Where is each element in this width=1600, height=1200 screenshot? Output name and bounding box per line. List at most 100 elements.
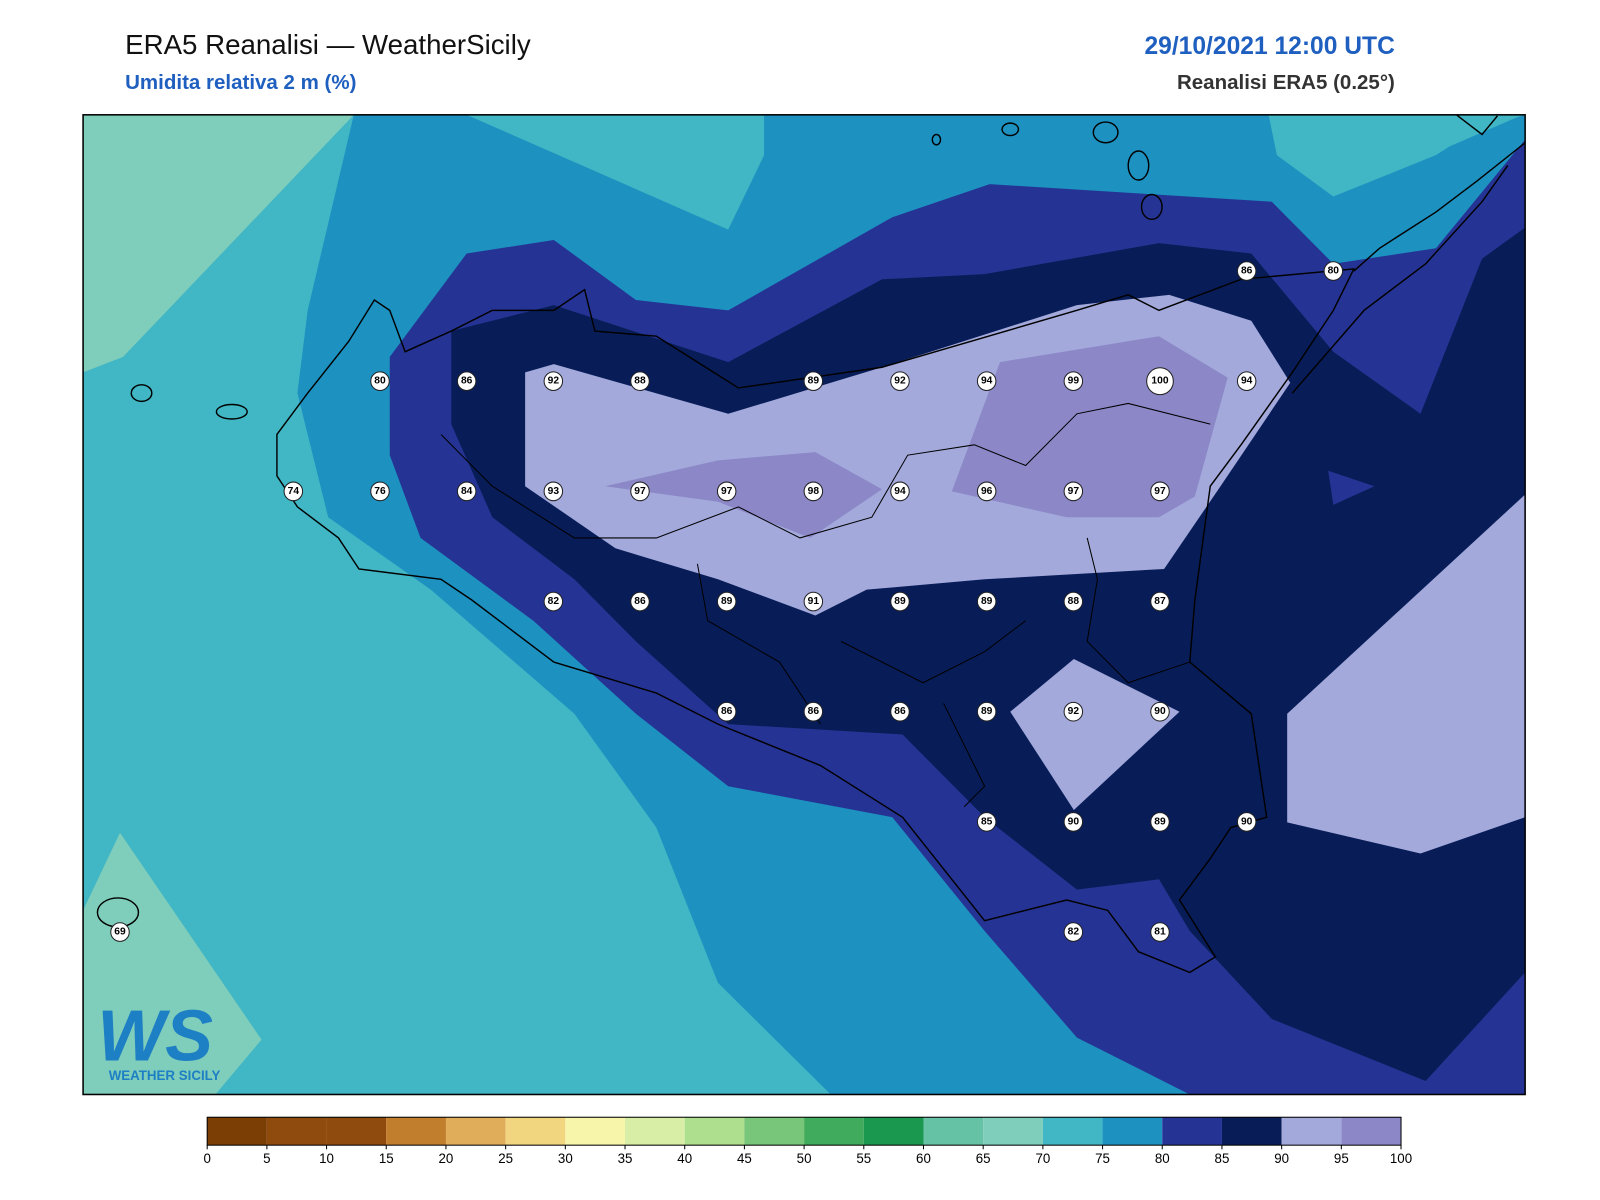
- contour-band: [466, 114, 765, 230]
- contour-band: [83, 114, 354, 373]
- station-value: 92: [1068, 706, 1080, 717]
- colorbar-tick-label: 90: [1274, 1151, 1289, 1166]
- station-value: 91: [808, 596, 820, 607]
- station-value: 94: [981, 376, 993, 387]
- station-marker: [1150, 701, 1170, 722]
- station-value: 92: [894, 376, 906, 387]
- logo-name: WEATHER SICILY: [109, 1068, 221, 1083]
- station-marker: [630, 371, 650, 392]
- colorbar-swatch: [983, 1117, 1043, 1146]
- map-frame: [82, 114, 1526, 1096]
- station-value: 89: [981, 596, 993, 607]
- island: [130, 384, 153, 403]
- colorbar-tick-label: 70: [1035, 1151, 1050, 1166]
- station-marker: [890, 591, 910, 612]
- subtitle: Umidita relativa 2 m (%): [125, 71, 356, 94]
- contour-band: [1328, 470, 1375, 505]
- colorbar-swatch: [266, 1117, 327, 1146]
- colorbar-tick-label: 35: [618, 1151, 633, 1166]
- contour-band: [83, 832, 262, 1095]
- title: ERA5 Reanalisi — WeatherSicily: [125, 29, 531, 60]
- colorbar-tick-label: 100: [1390, 1151, 1412, 1166]
- station-value: 88: [1068, 596, 1080, 607]
- station-marker: [630, 481, 650, 502]
- contour-band: [1268, 114, 1526, 197]
- station-value: 89: [981, 706, 993, 717]
- station-value: 86: [634, 596, 646, 607]
- colorbar-swatch: [326, 1117, 387, 1146]
- station-value: 90: [1068, 816, 1080, 827]
- colorbar-swatch: [1042, 1117, 1103, 1146]
- station-marker: [1146, 367, 1174, 396]
- colorbar-swatch: [1341, 1117, 1402, 1146]
- station-value: 69: [114, 927, 126, 938]
- station-value: 84: [461, 486, 473, 497]
- colorbar-swatch: [863, 1117, 924, 1146]
- station-value: 80: [1328, 266, 1340, 277]
- station-value: 100: [1151, 376, 1168, 387]
- colorbar-tick-label: 30: [558, 1151, 573, 1166]
- station-value: 85: [981, 816, 993, 827]
- station-marker: [630, 591, 650, 612]
- station-marker: [976, 701, 997, 722]
- colorbar-swatch: [386, 1117, 446, 1146]
- station-marker: [890, 371, 910, 392]
- station-marker: [976, 812, 997, 832]
- contour-fields: [83, 114, 1526, 1095]
- station-value: 82: [548, 596, 560, 607]
- station-marker: [456, 371, 477, 392]
- colorbar-tick-label: 65: [976, 1151, 991, 1166]
- colorbar-tick-label: 85: [1215, 1151, 1230, 1166]
- station-marker: [1236, 261, 1257, 281]
- colorbar-tick-label: 25: [498, 1151, 513, 1166]
- colorbar-swatch: [625, 1117, 685, 1146]
- island: [1140, 193, 1163, 221]
- colorbar-tick-label: 15: [379, 1151, 394, 1166]
- datetime: 29/10/2021 12:00 UTC: [1144, 33, 1395, 60]
- station-value: 89: [808, 376, 820, 387]
- station-marker: [283, 481, 304, 502]
- coastlines: [96, 114, 1526, 974]
- province-borders: [440, 402, 1211, 808]
- station-marker: [1150, 591, 1170, 612]
- colorbar-tick-label: 40: [677, 1151, 692, 1166]
- station-value: 97: [721, 486, 733, 497]
- island: [931, 133, 942, 146]
- station-value: 97: [1154, 486, 1166, 497]
- colorbar-tick-label: 80: [1155, 1151, 1170, 1166]
- station-value: 76: [374, 486, 386, 497]
- station-marker: [976, 371, 997, 392]
- station-value: 88: [634, 376, 646, 387]
- station-marker: [1063, 371, 1084, 392]
- colorbar-swatch: [1281, 1117, 1342, 1146]
- station-marker: [803, 371, 824, 392]
- island: [1001, 122, 1020, 137]
- station-marker: [1150, 812, 1170, 832]
- island: [1092, 121, 1119, 144]
- sicily-coast: [276, 268, 1356, 974]
- colorbar-swatch: [207, 1117, 267, 1146]
- station-value: 89: [721, 596, 733, 607]
- logo-mark: WS: [97, 996, 213, 1076]
- station-marker: [1150, 922, 1170, 942]
- station-value: 86: [721, 706, 733, 717]
- colorbar-swatch: [684, 1117, 745, 1146]
- colorbar-swatch: [505, 1117, 566, 1146]
- station-value: 93: [548, 486, 560, 497]
- contour-band: [1010, 658, 1180, 810]
- island: [215, 403, 248, 420]
- colorbar-tick-label: 95: [1334, 1151, 1349, 1166]
- colorbar-swatch: [1221, 1117, 1282, 1146]
- colorbar-swatch: [923, 1117, 984, 1146]
- contour-band: [1287, 494, 1526, 854]
- station-marker: [716, 591, 737, 612]
- colorbar-tick-label: 10: [319, 1151, 334, 1166]
- station-value: 94: [894, 486, 906, 497]
- station-marker: [976, 481, 997, 502]
- colorbar-tick-label: 75: [1095, 1151, 1110, 1166]
- station-value: 90: [1154, 706, 1166, 717]
- station-marker: [1063, 922, 1084, 942]
- station-value: 86: [808, 706, 820, 717]
